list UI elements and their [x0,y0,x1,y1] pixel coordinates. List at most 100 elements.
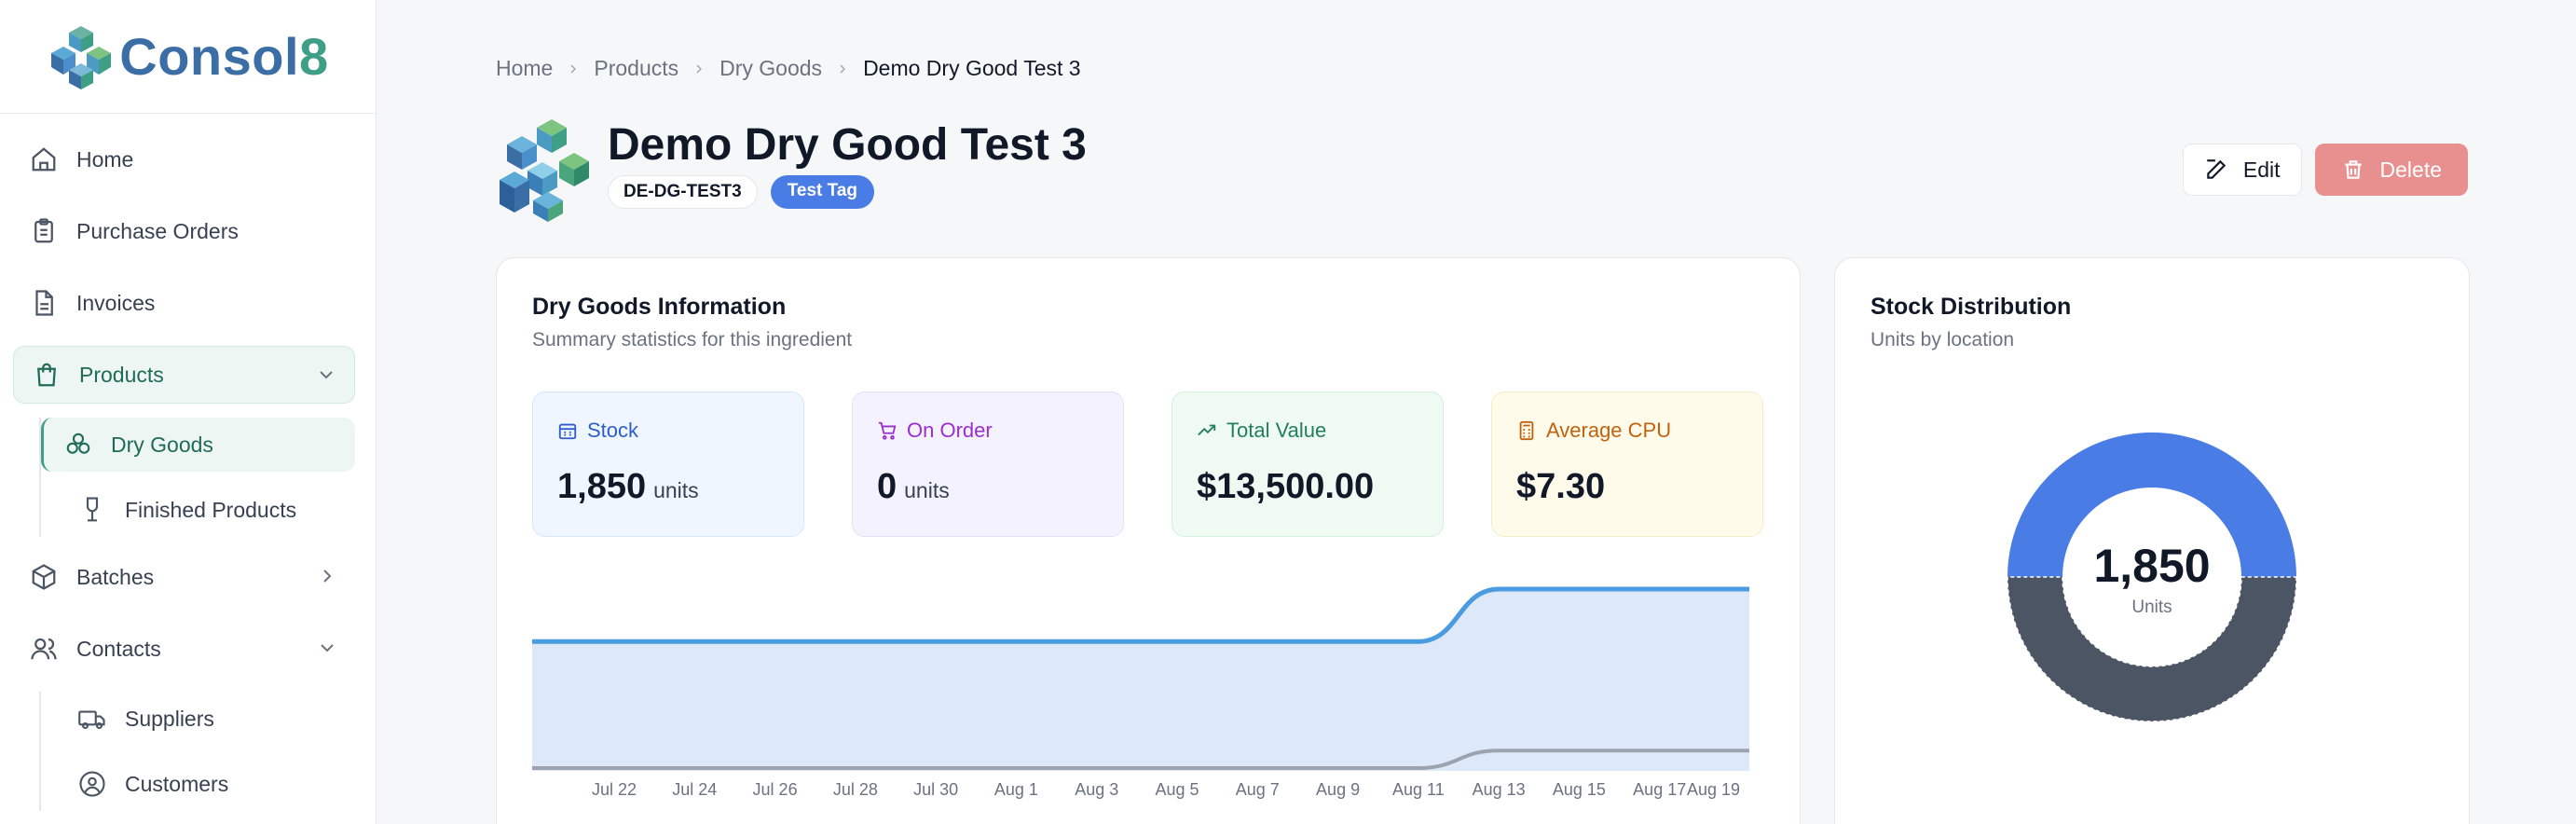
x-tick-label: Aug 19 [1687,780,1740,799]
x-tick-label: Aug 9 [1316,780,1360,799]
main-content: Home Products Dry Goods Demo Dry Good Te… [377,0,2576,824]
sidebar-subitem-label: Suppliers [125,706,214,731]
x-tick-label: Aug 3 [1075,780,1118,799]
x-tick-label: Jul 30 [913,780,958,799]
sidebar-subitem-label: Dry Goods [111,432,213,457]
page-header: Demo Dry Good Test 3 DE-DG-TEST3 Test Ta… [496,114,1087,224]
stat-total-value: Total Value $13,500.00 [1172,391,1444,537]
edit-label: Edit [2242,157,2281,182]
x-tick-label: Jul 24 [672,780,717,799]
x-tick-label: Jul 26 [753,780,798,799]
trash-icon [2344,160,2362,179]
chevron-right-icon [570,64,577,73]
product-code-badge: DE-DG-TEST3 [608,175,758,209]
sidebar-item-label: Invoices [76,290,156,315]
building-icon [558,423,577,440]
clipboard-icon [28,215,60,247]
sidebar-item-label: Purchase Orders [76,218,239,243]
x-tick-label: Aug 15 [1553,780,1606,799]
home-icon [28,144,60,175]
sidebar-subitem-label: Finished Products [125,497,297,522]
sidebar-subitem-customers[interactable]: Customers [62,757,376,811]
sidebar-item-home[interactable]: Home [0,130,376,188]
stat-value: $7.30 [1516,467,1606,506]
stat-label: On Order [907,419,993,442]
chevron-right-icon [696,64,703,73]
sidebar-item-products[interactable]: Products [13,346,355,404]
sidebar-nav: Home Purchase Orders Invoices Products [0,114,376,811]
chevron-down-icon[interactable] [316,637,338,659]
title-block: Demo Dry Good Test 3 DE-DG-TEST3 Test Ta… [608,114,1087,209]
sidebar-subitem-label: Customers [125,771,229,796]
donut-center-value: 1,850 [2093,540,2210,592]
card-subtitle: Summary statistics for this ingredient [532,329,853,350]
stock-distribution-donut: 1,850 Units [2007,433,2297,722]
delete-button[interactable]: Delete [2314,144,2468,196]
stat-label: Average CPU [1546,419,1672,442]
edit-icon [2207,159,2227,179]
stat-value: 1,850 [557,467,647,506]
file-icon [28,287,60,319]
card-subtitle: Units by location [1870,329,2015,350]
trending-up-icon [1198,424,1216,436]
chevron-right-icon [840,64,846,73]
stat-on-order: On Order 0 units [852,391,1124,537]
breadcrumb-products[interactable]: Products [594,56,679,80]
stat-stock: Stock 1,850 units [532,391,804,537]
stat-label: Total Value [1226,419,1327,442]
stat-value: 0 [877,467,897,506]
stock-distribution-card: Stock Distribution Units by location 1,8… [1834,257,2470,824]
x-tick-label: Aug 11 [1392,780,1445,799]
stock-series-line [532,586,1749,644]
breadcrumb: Home Products Dry Goods Demo Dry Good Te… [496,56,1081,81]
dry-goods-icon [62,429,94,460]
dry-goods-info-card: Dry Goods Information Summary statistics… [496,257,1801,824]
stock-history-chart: Jul 22 Jul 24 Jul 26 Jul 28 Jul 30 Aug 1 Aug 3… [532,586,1749,799]
stat-unit: units [904,478,950,502]
sidebar-item-invoices[interactable]: Invoices [0,274,376,332]
breadcrumb-dry-goods[interactable]: Dry Goods [719,56,823,80]
app-logo[interactable]: Consol8 [0,0,376,114]
header-actions: Edit Delete [2182,144,2468,196]
chevron-down-icon[interactable] [315,364,337,386]
sidebar-item-label: Home [76,146,134,172]
product-cubes-icon [500,119,589,222]
sidebar-item-contacts[interactable]: Contacts [0,620,376,678]
stat-label: Stock [587,419,639,442]
breadcrumb-current: Demo Dry Good Test 3 [863,56,1081,80]
delete-label: Delete [2379,157,2442,182]
x-tick-label: Aug 7 [1236,780,1280,799]
sidebar-item-label: Batches [76,564,155,589]
tag-list: DE-DG-TEST3 Test Tag [608,175,1087,209]
sidebar-subitem-dry-goods[interactable]: Dry Goods [41,418,355,472]
donut-slice[interactable] [2007,433,2296,577]
breadcrumb-home[interactable]: Home [496,56,554,80]
sidebar-subitem-finished-products[interactable]: Finished Products [62,483,376,537]
x-tick-label: Aug 5 [1155,780,1199,799]
box-icon [28,561,60,593]
stock-area [532,589,1749,771]
donut-slice[interactable] [2007,576,2297,722]
x-tick-label: Aug 1 [994,780,1038,799]
edit-button[interactable]: Edit [2182,144,2302,196]
truck-icon [76,703,108,735]
shopping-bag-icon [31,359,62,391]
stat-value: $13,500.00 [1197,467,1375,506]
sidebar-item-purchase-orders[interactable]: Purchase Orders [0,202,376,260]
tag-badge[interactable]: Test Tag [770,175,874,209]
app-name: Consol8 [119,27,329,86]
sidebar-item-batches[interactable]: Batches [0,548,376,606]
x-tick-label: Jul 28 [833,780,878,799]
card-title: Dry Goods Information [532,294,787,320]
cart-icon [878,421,897,440]
donut-center-label: Units [2131,597,2172,617]
user-circle-icon [76,768,108,800]
page-title: Demo Dry Good Test 3 [608,120,1087,170]
card-title: Stock Distribution [1870,294,2072,320]
calculator-icon [1519,420,1534,441]
sidebar: Consol8 Home Purchase Orders Invoices Pr… [0,0,377,824]
secondary-series-line [532,748,1749,770]
chevron-right-icon[interactable] [316,565,338,587]
sidebar-subitem-suppliers[interactable]: Suppliers [62,692,376,746]
sidebar-item-label: Contacts [76,636,161,661]
